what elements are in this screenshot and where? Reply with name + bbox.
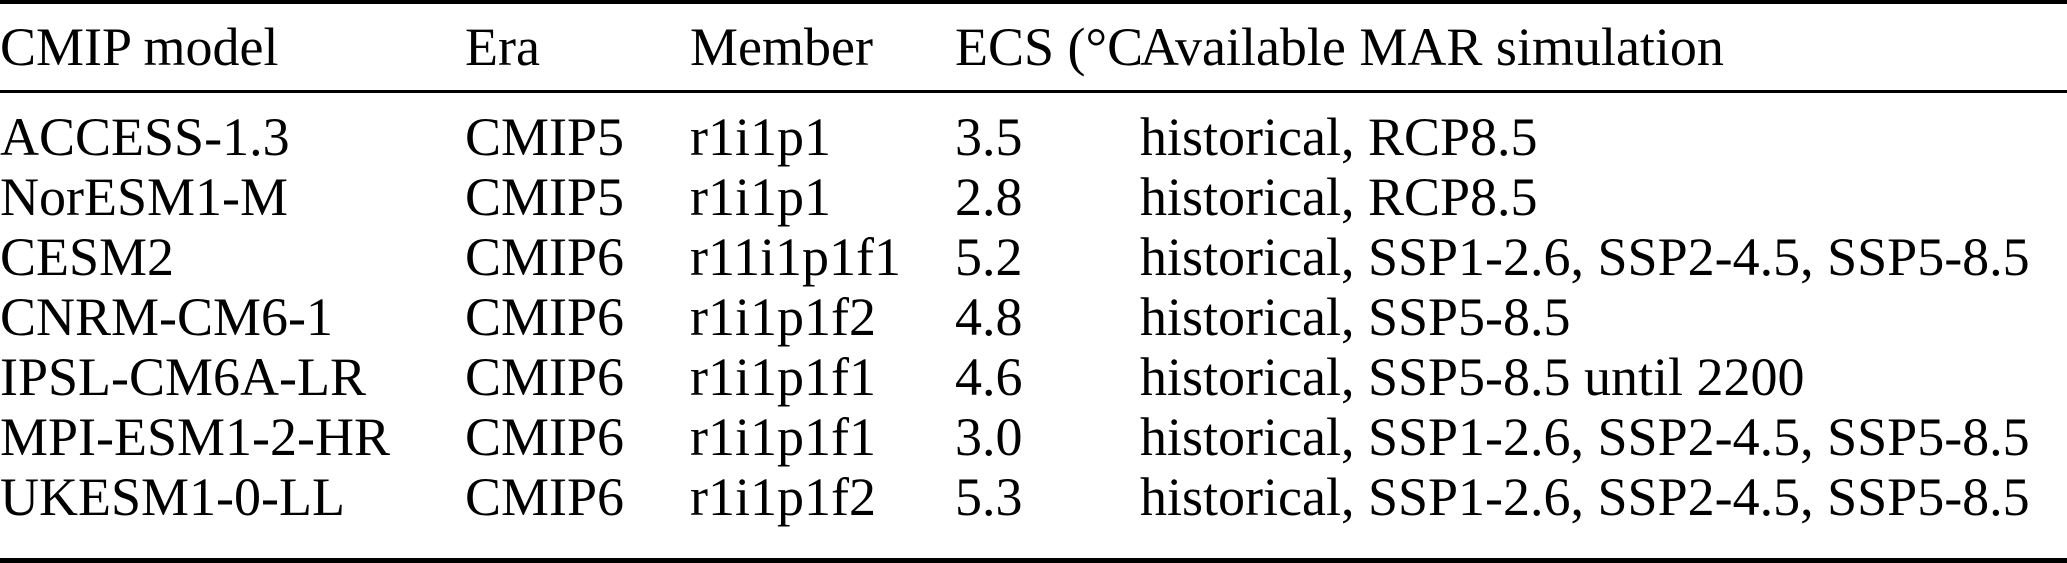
cell-ecs: 4.6: [955, 347, 1023, 407]
cell-member: r1i1p1: [690, 167, 831, 227]
table-header: CMIP model Era Member ECS (°C) Available…: [0, 2, 2067, 93]
cell-model: MPI-ESM1-2-HR: [0, 407, 391, 467]
header-row: CMIP model Era Member ECS (°C) Available…: [0, 2, 2067, 93]
cell-model: CNRM-CM6-1: [0, 287, 334, 347]
cell-era: CMIP6: [465, 227, 625, 287]
cell-model: UKESM1-0-LL: [0, 467, 345, 527]
cell-model: ACCESS-1.3: [0, 107, 290, 167]
cell-simulations: historical, SSP1-2.6, SSP2-4.5, SSP5-8.5: [1140, 407, 2030, 467]
cell-ecs: 5.2: [955, 227, 1023, 287]
cell-ecs: 5.3: [955, 467, 1023, 527]
column-header-ecs: ECS (°C): [955, 2, 1140, 93]
cell-simulations: historical, SSP5-8.5: [1140, 287, 1571, 347]
table-row: UKESM1-0-LL CMIP6 r1i1p1f2 5.3 historical, S…: [0, 467, 2067, 561]
column-header-era: Era: [465, 2, 690, 93]
cell-ecs: 3.5: [955, 107, 1023, 167]
cell-model: CESM2: [0, 227, 175, 287]
cell-member: r11i1p1f1: [690, 227, 901, 287]
cell-era: CMIP5: [465, 107, 625, 167]
table-row: ACCESS-1.3 CMIP5 r1i1p1 3.5 historical, RCP8…: [0, 92, 2067, 168]
cell-model: NorESM1-M: [0, 167, 289, 227]
column-header-cmip-model: CMIP model: [0, 2, 465, 93]
cell-member: r1i1p1: [690, 107, 831, 167]
cell-simulations: historical, SSP5-8.5 until 2200: [1140, 347, 1805, 407]
table-body: ACCESS-1.3 CMIP5 r1i1p1 3.5 historical, RCP8…: [0, 92, 2067, 561]
table-row: MPI-ESM1-2-HR CMIP6 r1i1p1f1 3.0 historical,…: [0, 407, 2067, 467]
cell-ecs: 3.0: [955, 407, 1023, 467]
cell-era: CMIP6: [465, 287, 625, 347]
cell-model: IPSL-CM6A-LR: [0, 347, 367, 407]
cell-era: CMIP6: [465, 407, 625, 467]
cell-member: r1i1p1f2: [690, 287, 876, 347]
cell-ecs: 4.8: [955, 287, 1023, 347]
cell-member: r1i1p1f1: [690, 347, 876, 407]
cell-era: CMIP6: [465, 347, 625, 407]
table-row: CNRM-CM6-1 CMIP6 r1i1p1f2 4.8 historical, SS…: [0, 287, 2067, 347]
cell-simulations: historical, RCP8.5: [1140, 107, 1538, 167]
table-row: CESM2 CMIP6 r11i1p1f1 5.2 historical, SSP1-2…: [0, 227, 2067, 287]
table-row: IPSL-CM6A-LR CMIP6 r1i1p1f1 4.6 historical, …: [0, 347, 2067, 407]
cell-simulations: historical, RCP8.5: [1140, 167, 1538, 227]
cell-member: r1i1p1f1: [690, 407, 876, 467]
table-row: NorESM1-M CMIP5 r1i1p1 2.8 historical, RCP8.…: [0, 167, 2067, 227]
column-header-available-mar-simulation: Available MAR simulation: [1140, 2, 2067, 93]
cell-era: CMIP5: [465, 167, 625, 227]
cell-era: CMIP6: [465, 467, 625, 527]
cell-ecs: 2.8: [955, 167, 1023, 227]
column-header-member: Member: [690, 2, 955, 93]
cell-simulations: historical, SSP1-2.6, SSP2-4.5, SSP5-8.5: [1140, 467, 2030, 527]
cell-member: r1i1p1f2: [690, 467, 876, 527]
cell-simulations: historical, SSP1-2.6, SSP2-4.5, SSP5-8.5: [1140, 227, 2030, 287]
